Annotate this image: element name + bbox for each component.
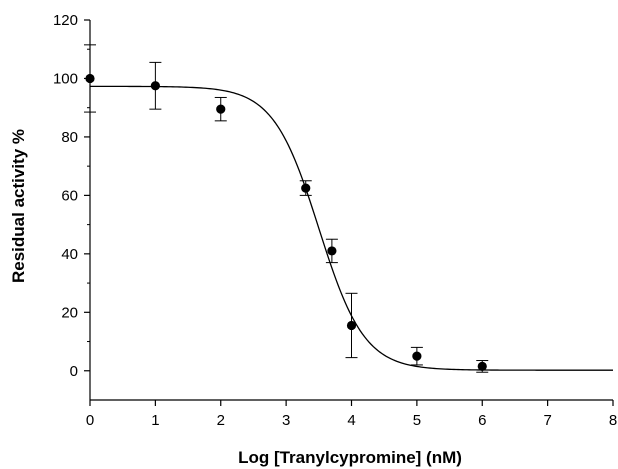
x-tick-label: 5 [413, 412, 421, 429]
data-point [301, 183, 311, 193]
y-tick-label: 120 [53, 12, 78, 29]
data-point [346, 320, 357, 331]
data-points-layer [84, 44, 489, 373]
x-axis-title: Log [Tranylcypromine] (nM) [238, 448, 462, 467]
x-tick-label: 8 [609, 412, 617, 429]
x-tick-label: 6 [478, 412, 486, 429]
x-tick-label: 2 [217, 412, 225, 429]
data-point [216, 104, 226, 114]
data-point [412, 351, 422, 361]
y-tick-label: 0 [70, 363, 78, 380]
x-tick-label: 3 [282, 412, 290, 429]
x-tick-label: 7 [543, 412, 551, 429]
x-tick-label: 4 [347, 412, 355, 429]
y-tick-label: 80 [61, 129, 78, 146]
y-tick-label: 60 [61, 187, 78, 204]
axes: 0 20 40 60 80 100 120 0 1 2 3 4 5 6 7 8 [53, 12, 617, 429]
y-axis-title: Residual activity % [9, 129, 28, 283]
data-point [477, 361, 487, 371]
data-point [150, 81, 160, 91]
data-point [327, 246, 337, 256]
data-point [85, 73, 95, 84]
x-tick-label: 1 [151, 412, 159, 429]
y-tick-label: 100 [53, 70, 78, 87]
y-tick-label: 40 [61, 246, 78, 263]
x-tick-label: 0 [86, 412, 94, 429]
y-tick-label: 20 [61, 304, 78, 321]
